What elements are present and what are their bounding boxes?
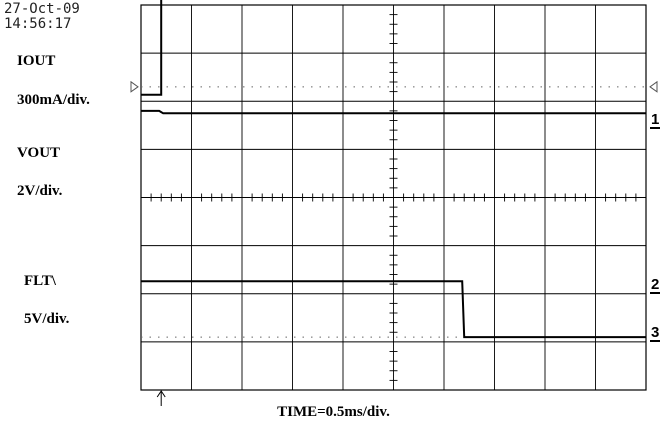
trigger-arrow-head-icon: [156, 390, 166, 398]
trace-vout: [141, 109, 646, 115]
trace-flt: [141, 280, 646, 339]
channel-1-marker: 1: [650, 111, 661, 129]
iout-scale: 300mA/div.: [17, 92, 90, 108]
trace-iout: [141, 0, 163, 96]
iout-label: IOUT: [17, 53, 56, 69]
vout-label: VOUT: [17, 145, 61, 161]
ground-pointer-left-icon: [130, 80, 139, 93]
channel-2-marker: 2: [650, 276, 661, 294]
ground-pointer-right-icon: [649, 80, 658, 93]
flt-scale: 5V/div.: [24, 311, 70, 327]
timestamp: 27-Oct-09 14:56:17: [4, 2, 80, 32]
channel-3-marker: 3: [650, 324, 661, 342]
flt-label: FLT\: [24, 273, 56, 289]
timestamp-time: 14:56:17: [4, 16, 72, 32]
vout-scale: 2V/div.: [17, 183, 63, 199]
timebase-label: TIME=0.5ms/div.: [277, 404, 390, 420]
timestamp-date: 27-Oct-09: [4, 1, 80, 17]
